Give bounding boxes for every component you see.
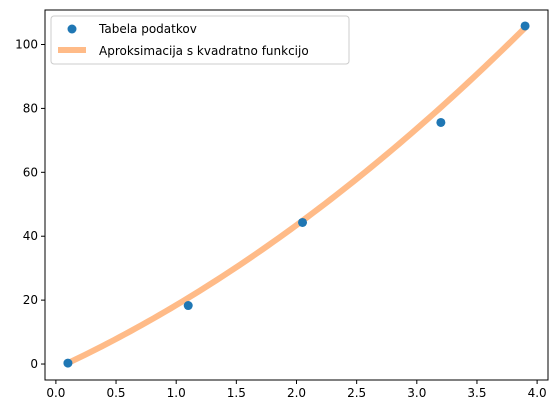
- fit-line-layer: [66, 25, 528, 366]
- legend-label-fit: Aproksimacija s kvadratno funkcijo: [99, 44, 309, 58]
- data-point: [63, 358, 73, 368]
- x-tick-label: 1.5: [227, 386, 246, 400]
- y-axis: 0 20 40 60 80 100: [15, 38, 45, 371]
- y-tick-label: 20: [23, 293, 38, 307]
- x-tick-label: 4.0: [528, 386, 547, 400]
- axes-frame: [44, 9, 549, 381]
- data-point: [298, 217, 308, 227]
- x-axis: 0.0 0.5 1.0 1.5 2.0 2.5 3.0 3.5 4.0: [46, 380, 547, 400]
- x-tick-label: 1.0: [167, 386, 186, 400]
- legend: Tabela podatkov Aproksimacija s kvadratn…: [50, 15, 350, 65]
- y-tick-label: 100: [15, 38, 38, 52]
- x-tick-label: 3.0: [407, 386, 426, 400]
- data-point: [520, 21, 530, 31]
- y-tick-label: 0: [30, 357, 38, 371]
- legend-label-data: Tabela podatkov: [98, 22, 197, 36]
- legend-box: [50, 15, 350, 65]
- data-point: [436, 117, 446, 127]
- legend-marker-data: [67, 24, 77, 34]
- plot-area: [44, 9, 549, 381]
- y-tick-label: 80: [23, 101, 38, 115]
- points-layer: [63, 21, 530, 368]
- x-tick-label: 0.0: [46, 386, 65, 400]
- y-tick-label: 40: [23, 229, 38, 243]
- data-point: [183, 301, 193, 311]
- x-tick-label: 3.5: [467, 386, 486, 400]
- y-tick-label: 60: [23, 165, 38, 179]
- x-tick-label: 0.5: [106, 386, 125, 400]
- fit-line: [66, 25, 528, 366]
- x-tick-label: 2.5: [347, 386, 366, 400]
- x-tick-label: 2.0: [287, 386, 306, 400]
